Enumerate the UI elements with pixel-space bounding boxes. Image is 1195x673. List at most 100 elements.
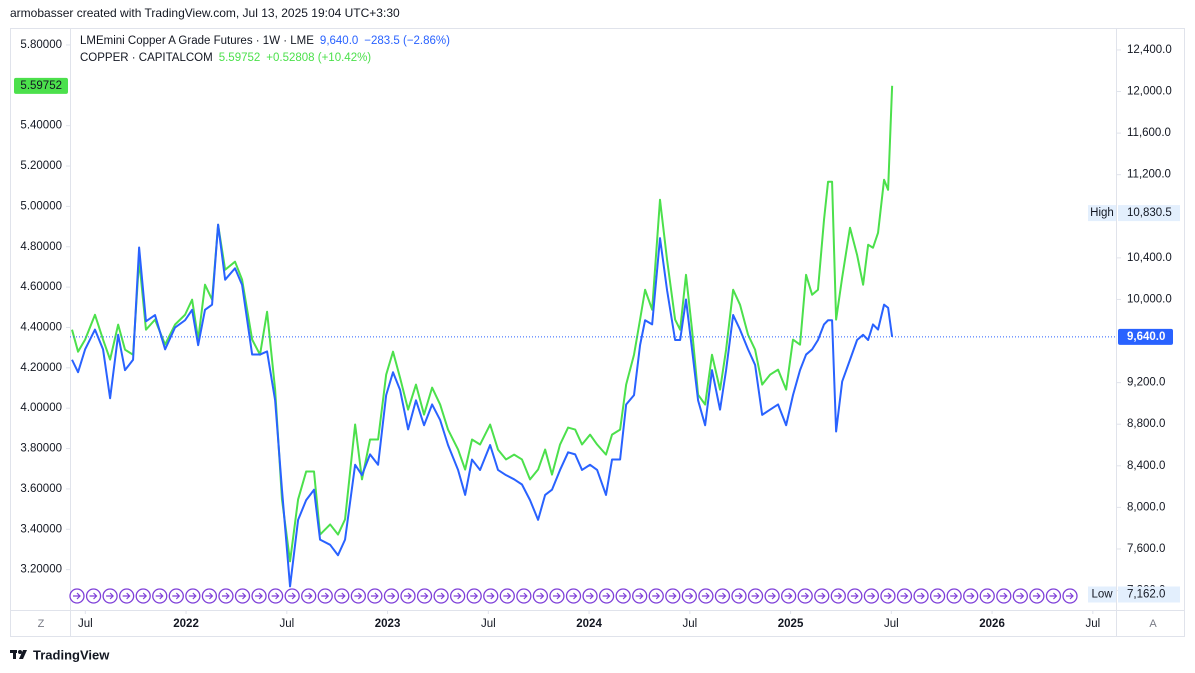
event-icon [483,588,499,604]
event-arrow [271,592,280,600]
event-arrow [867,592,876,600]
legend-change: −283.5 (−2.86%) [364,35,450,47]
x-tick-label: Jul [682,618,697,630]
event-arrow [883,592,892,600]
event-icon [532,588,549,604]
high-tag: High [1090,207,1114,219]
event-icon [698,588,714,604]
event-icon [665,588,681,604]
event-icon [598,588,615,604]
scale-button[interactable]: Z [38,618,45,630]
high-value: 10,830.5 [1127,207,1172,219]
event-icon [1029,588,1045,604]
y2-tick-label: 12,400.0 [1127,44,1172,56]
event-arrow [751,592,760,600]
event-icon [466,588,482,604]
event-icon [747,588,764,604]
event-arrow [668,592,677,600]
last-price-box [1118,328,1173,345]
event-icon [234,588,251,604]
event-icon [267,588,284,604]
y-tick-label: 5.40000 [20,120,62,132]
y-tick-label: 4.80000 [20,241,62,253]
y-tick-label: 3.20000 [20,564,62,576]
event-icon [913,588,929,604]
high-value-box [1118,205,1180,222]
y2-tick-label: 11,200.0 [1127,169,1171,181]
event-arrow [536,592,545,600]
event-icon [499,588,515,604]
event-icon [896,588,913,604]
y2-tick-label: 10,400.0 [1127,252,1172,264]
event-arrow [155,592,164,600]
event-arrow [238,592,247,600]
event-arrow [337,592,346,600]
event-icon [284,588,300,604]
legend-change: +0.52808 (+10.42%) [266,52,371,64]
x-tick-label: 2023 [375,618,401,630]
x-tick-label: 2022 [173,618,199,630]
scale-button[interactable]: A [1149,618,1157,630]
low-value: 7,162.0 [1127,589,1165,601]
event-arrow [172,592,181,600]
event-arrow [503,592,512,600]
y2-tick-label: 8,000.0 [1127,501,1165,513]
x-tick-label: 2026 [979,618,1005,630]
event-icon [946,588,962,604]
event-arrow [470,592,479,600]
event-arrow [950,592,958,600]
event-arrow [106,592,114,600]
event-arrow [304,592,313,600]
event-arrow [453,592,462,600]
frame [10,28,1185,637]
event-icon [847,588,863,604]
event-icon [85,588,102,604]
event-icon [764,588,780,604]
y-tick-label: 5.00000 [20,200,62,212]
event-arrow [437,592,445,600]
event-arrow [701,592,710,600]
x-tick-label: Jul [78,618,93,630]
event-arrow [619,592,627,600]
event-icon [516,588,532,604]
event-arrow [635,592,644,600]
event-icon [632,588,648,604]
event-icon [135,588,151,604]
event-icon [565,588,582,604]
event-icon [1062,588,1078,604]
event-arrow [404,592,412,600]
event-icon [814,588,830,604]
event-icon [251,588,267,604]
event-icon [350,588,367,604]
logo [10,650,27,659]
event-arrow [288,592,296,600]
last-price-label: 9,640.0 [1127,331,1165,343]
event-icon [549,588,565,604]
event-arrow [917,592,925,600]
x-tick-label: 2025 [778,618,804,630]
y-tick-label: 5.20000 [20,160,62,172]
event-arrow [387,592,396,600]
event-arrow [685,592,694,600]
event-icon [1045,588,1062,604]
event-icon [168,588,184,604]
event-arrow [784,592,793,600]
watermark: armobasser created with TradingView.com,… [10,6,400,20]
event-arrow [900,592,909,600]
event-arrow [735,592,743,600]
event-icon [929,588,946,604]
y2-tick-label: 9,200.0 [1127,377,1165,389]
event-icon [781,588,797,604]
event-arrow [933,592,942,600]
y2-tick-label: 8,800.0 [1127,418,1165,430]
high-tag-box [1088,205,1116,222]
y2-tick-label: 11,600.0 [1127,127,1171,139]
y-tick-label: 4.20000 [20,362,62,374]
y-tick-label: 4.60000 [20,281,62,293]
event-icon [152,588,168,604]
event-arrow [255,592,263,600]
event-arrow [1066,592,1074,600]
event-icon [979,588,995,604]
event-icon [714,588,731,604]
